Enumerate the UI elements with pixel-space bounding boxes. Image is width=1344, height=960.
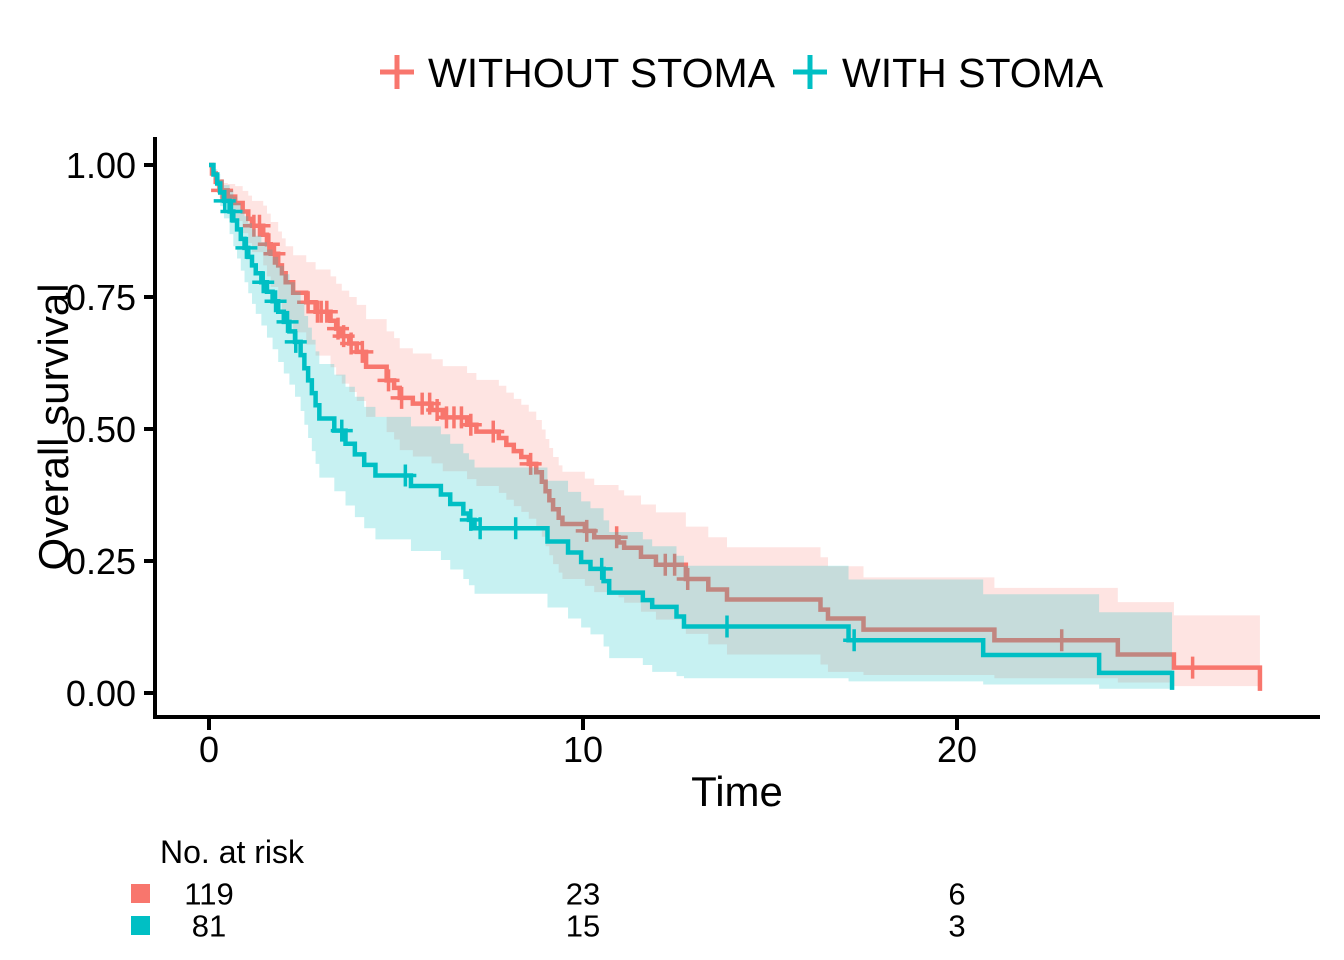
censor-mark — [351, 340, 374, 363]
y-axis: 1.00 0.75 0.50 0.25 0.00 Overall survival — [30, 137, 157, 719]
x-axis-title: Time — [691, 768, 783, 815]
series-without-stoma — [209, 162, 1263, 693]
legend: WITHOUT STOMA WITH STOMA — [380, 50, 1104, 96]
survival-line-with-stoma — [209, 162, 1175, 690]
censor-mark — [575, 519, 598, 542]
censor-mark — [394, 464, 417, 487]
censor-mark — [482, 420, 505, 443]
censor-mark — [297, 291, 320, 314]
x-tick-label: 10 — [563, 729, 603, 770]
risk-group-swatch — [131, 884, 150, 903]
x-tick-label: 0 — [199, 729, 219, 770]
censor-marks-with-stoma — [213, 189, 866, 652]
censor-mark — [590, 557, 613, 580]
censor-mark — [220, 200, 243, 223]
censor-mark — [390, 386, 413, 409]
censor-mark — [377, 369, 400, 392]
risk-count: 3 — [948, 909, 965, 944]
ci-band-without-stoma — [209, 165, 1260, 693]
censor-mark — [284, 330, 307, 353]
legend-plus-icon-with-stoma — [793, 55, 827, 89]
risk-group-swatch — [131, 916, 150, 935]
censor-mark — [276, 310, 299, 333]
risk-count: 23 — [566, 877, 600, 912]
risk-count: 119 — [184, 877, 233, 912]
y-tick-label: 1.00 — [66, 145, 136, 186]
censor-mark — [1050, 629, 1073, 652]
y-tick-label: 0.25 — [66, 541, 136, 582]
risk-count: 81 — [192, 909, 226, 944]
censor-mark — [676, 567, 699, 590]
censor-mark — [315, 300, 338, 323]
censor-mark — [252, 271, 275, 294]
censor-mark — [843, 629, 866, 652]
censor-mark — [605, 526, 628, 549]
censor-mark — [263, 242, 286, 265]
risk-table-title: No. at risk — [160, 834, 305, 870]
plot-panel — [209, 162, 1263, 693]
censor-mark — [469, 517, 492, 540]
risk-table-row: 119 23 6 — [131, 877, 966, 912]
censor-mark — [519, 452, 542, 475]
censor-mark — [459, 413, 482, 436]
x-axis: 0 10 20 Time — [153, 715, 1320, 815]
risk-table-row: 81 15 3 — [131, 909, 966, 944]
ci-band-with-stoma — [209, 165, 1173, 693]
risk-count: 15 — [566, 909, 600, 944]
censor-mark — [264, 290, 287, 313]
legend-plus-icon-without-stoma — [380, 55, 414, 89]
x-tick-label: 20 — [937, 729, 977, 770]
censor-mark — [1181, 656, 1204, 679]
censor-mark — [248, 214, 271, 237]
risk-count: 6 — [948, 877, 965, 912]
censor-mark — [715, 615, 738, 638]
legend-label-without-stoma: WITHOUT STOMA — [428, 50, 776, 96]
y-tick-label: 0.00 — [66, 673, 136, 714]
legend-label-with-stoma: WITH STOMA — [842, 50, 1104, 96]
risk-table-rows: 119 23 6 81 15 3 — [131, 877, 966, 944]
y-axis-ticks: 1.00 0.75 0.50 0.25 0.00 — [66, 145, 155, 714]
censor-mark — [330, 419, 353, 442]
series-with-stoma — [209, 162, 1175, 693]
censor-marks-without-stoma — [211, 179, 1204, 679]
y-tick-label: 0.75 — [66, 277, 136, 318]
censor-mark — [504, 517, 527, 540]
censor-mark — [340, 332, 363, 355]
y-axis-title: Overall survival — [30, 283, 77, 570]
y-tick-label: 0.50 — [66, 409, 136, 450]
x-axis-ticks: 0 10 20 — [199, 719, 977, 770]
risk-table: No. at risk 119 23 6 81 15 3 — [131, 834, 966, 944]
censor-mark — [663, 553, 686, 576]
censor-mark — [235, 236, 258, 259]
